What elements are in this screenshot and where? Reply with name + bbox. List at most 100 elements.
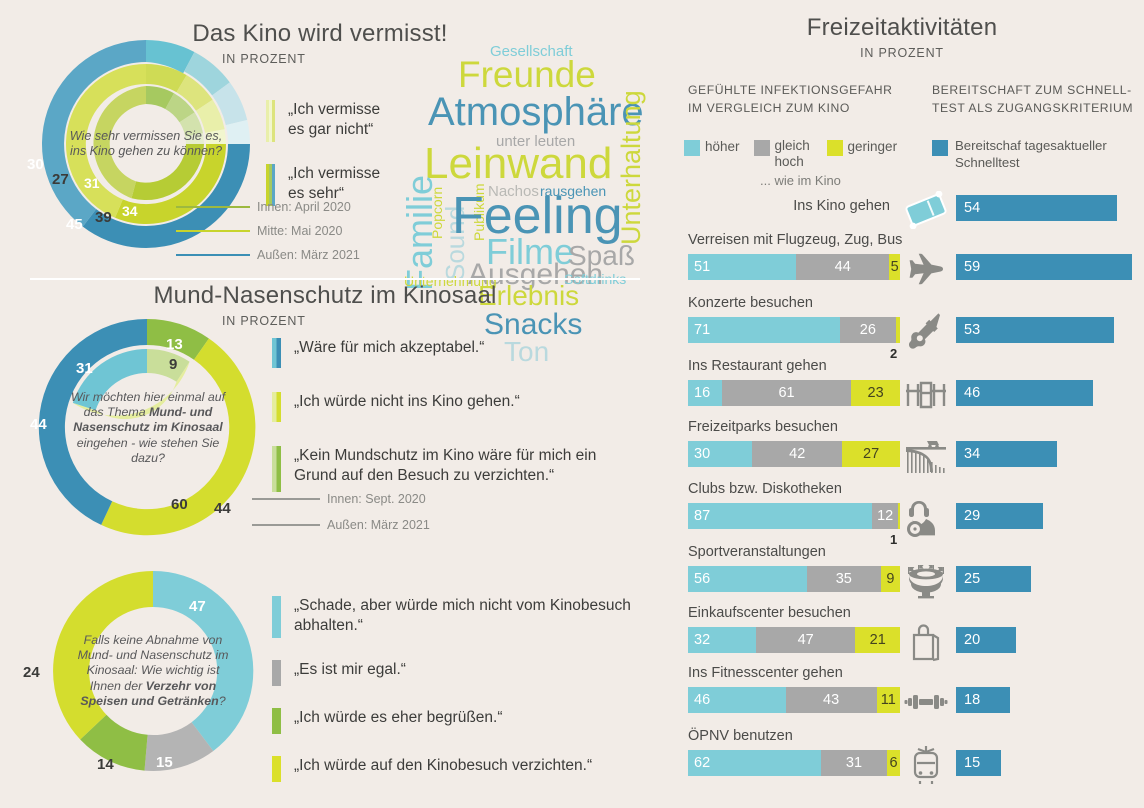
- risk-segment-value: 11: [880, 692, 896, 708]
- rollercoaster-icon: [898, 434, 954, 478]
- risk-segment-same: 35: [806, 566, 881, 592]
- risk-segment-value: 51: [694, 259, 711, 275]
- legend-swatch-schnelltest: [932, 140, 948, 156]
- word-cloud-term: Snacks: [484, 308, 583, 341]
- schnelltest-value: 18: [964, 692, 981, 708]
- schnelltest-value: 34: [964, 446, 981, 462]
- risk-stacked-bar: 16 61 23: [688, 380, 900, 406]
- donut3-label-15: 15: [156, 754, 173, 771]
- word-cloud: Gesellschaft Freunde Atmosphäre unter leute…: [399, 42, 650, 366]
- activity-rows: Ins Kino gehen 54 Verreisen mit Flugzeug,…: [660, 0, 1144, 808]
- donut1-svg: [41, 40, 250, 249]
- ring-note-middle: Mitte: Mai 2020: [257, 224, 343, 238]
- donut3-legend: „Schade, aber würde mich nicht vom Kinob…: [272, 596, 662, 786]
- tram-icon: [898, 743, 954, 787]
- donut-chart-verzehr: Falls keine Abnahme von Mund- und Nasens…: [23, 560, 264, 782]
- legend-key-akzeptabel: [272, 338, 281, 368]
- donut3-center-question: Falls keine Abnahme von Mund- und Nasens…: [74, 606, 232, 736]
- risk-segment-value: 87: [694, 508, 711, 524]
- donut2-center-part2: Mund- und Nasenschutz im Kinosaal: [73, 405, 223, 435]
- word-cloud-term: Atmosphäre: [428, 90, 644, 134]
- risk-segment-same: 12: [872, 503, 898, 529]
- right-column: Freizeitaktivitäten IN PROZENT GEFÜHLTE …: [660, 0, 1144, 808]
- right-panel-title: Freizeitaktivitäten: [806, 14, 998, 41]
- schnelltest-bar: 20: [956, 627, 1016, 653]
- left-column: Das Kino wird vermisst! IN PROZENT: [23, 20, 662, 786]
- legend-item: „Ich würde nicht ins Kino gehen.“: [272, 392, 652, 422]
- risk-segment-value: 56: [694, 571, 711, 587]
- donut-chart-kino-vermisst: Wie sehr vermissen Sie es, ins Kino gehe…: [27, 28, 262, 260]
- legend-label: „Ich vermisse es gar nicht“: [288, 101, 381, 138]
- risk-segment-same: 42: [752, 441, 843, 467]
- risk-segment-lower: 27: [842, 441, 900, 467]
- donut1-label-outer-30: 30: [27, 156, 44, 173]
- legend-label: „Ich würde es eher begrüßen.“: [294, 709, 503, 726]
- left-head-infektionsgefahr: GEFÜHLTE INFEKTIONSGEFAHR IM VERGLEICH Z…: [688, 83, 893, 115]
- schnelltest-bar: 54: [956, 195, 1118, 221]
- legend-key-begruessen: [272, 708, 281, 734]
- activity-label: Ins Fitnesscenter gehen: [688, 665, 843, 681]
- legend-label: „Ich vermisse es sehr“: [288, 165, 381, 202]
- donut2-label-inner-31: 31: [76, 360, 93, 377]
- risk-stacked-bar: 87 12: [688, 503, 900, 529]
- schnelltest-value: 15: [964, 755, 981, 771]
- risk-segment-value: 26: [859, 322, 876, 338]
- legend-swatch-gleich: [753, 140, 770, 156]
- schnelltest-bar: 18: [956, 687, 1010, 713]
- donut3-svg: [53, 570, 254, 771]
- ring-note-inner: Innen: Sept. 2020: [327, 492, 426, 506]
- legend-key-pale: [266, 100, 275, 142]
- activity-label: Clubs bzw. Diskotheken: [688, 481, 842, 497]
- activity-label: Verreisen mit Flugzeug, Zug, Bus: [688, 232, 903, 248]
- donut2-svg: [38, 318, 256, 536]
- donut2-center-part3: eingehen - wie stehen Sie dazu?: [76, 435, 220, 465]
- word-cloud-term: Leinwand: [424, 139, 613, 188]
- legend-label: „Ich würde nicht ins Kino gehen.“: [294, 393, 520, 410]
- schnelltest-value: 46: [964, 385, 981, 401]
- risk-segment-higher: 46: [688, 687, 786, 713]
- donut2-label-inner-60: 60: [171, 496, 188, 513]
- legend-key-verzichten: [272, 756, 281, 782]
- ring-note-line-outer: [176, 254, 250, 256]
- risk-stacked-bar: 62 31 6: [688, 750, 900, 776]
- legend-item: „Ich würde auf den Kinobesuch verzichten…: [272, 756, 662, 782]
- risk-segment-value: 32: [694, 632, 711, 648]
- risk-segment-value: 21: [869, 632, 886, 648]
- risk-legend: höher gleich hoch geringer ... wie im Ki…: [684, 138, 924, 188]
- word-cloud-term: Unterhaltung: [616, 90, 646, 246]
- risk-segment-value: 46: [694, 692, 711, 708]
- word-cloud-term: Feeling: [452, 187, 623, 245]
- page-title: Das Kino wird vermisst!: [192, 20, 448, 47]
- risk-segment-value: 5: [890, 259, 899, 275]
- legend-note-wie-im-kino: ... wie im Kino: [760, 173, 841, 189]
- risk-stacked-bar: 56 35 9: [688, 566, 900, 592]
- legend-key-verzichten: [272, 446, 281, 492]
- risk-segment-higher: 16: [688, 380, 722, 406]
- donut2-center-part1: Wir möchten hier einmal auf das Thema: [70, 390, 226, 420]
- schnelltest-value: 59: [964, 259, 981, 275]
- risk-stacked-bar: 71 26: [688, 317, 900, 343]
- restaurant-table-icon: [898, 373, 954, 417]
- risk-segment-value: 6: [889, 755, 898, 771]
- risk-segment-same: 61: [721, 380, 852, 406]
- legend-label-schnelltest: Bereitschaf tagesaktueller Schnelltest: [955, 138, 1107, 170]
- ring-note-outer: Außen: März 2021: [257, 248, 360, 262]
- schnelltest-value: 20: [964, 632, 981, 648]
- risk-segment-value: 31: [845, 755, 863, 771]
- risk-segment-value: 16: [694, 385, 711, 401]
- donut2-legend: „Wäre für mich akzeptabel.“ „Ich würde n…: [272, 338, 652, 496]
- risk-segment-higher: 30: [688, 441, 753, 467]
- risk-segment-higher: 56: [688, 566, 807, 592]
- dumbbell-icon: [898, 680, 954, 724]
- schnelltest-bar: 34: [956, 441, 1058, 467]
- section2-subtitle: IN PROZENT: [222, 314, 306, 328]
- legend-key-strong: [266, 164, 275, 206]
- risk-segment-value: 42: [789, 446, 806, 462]
- legend-label: „Schade, aber würde mich nicht vom Kinob…: [294, 597, 631, 634]
- risk-segment-higher: 32: [688, 627, 756, 653]
- donut1-label-outer-45: 45: [66, 216, 83, 233]
- risk-segment-value: 43: [823, 692, 840, 708]
- legend-item: „Wäre für mich akzeptabel.“: [272, 338, 652, 368]
- donut1-legend: „Ich vermisse es gar nicht“ „Ich vermiss…: [266, 100, 396, 210]
